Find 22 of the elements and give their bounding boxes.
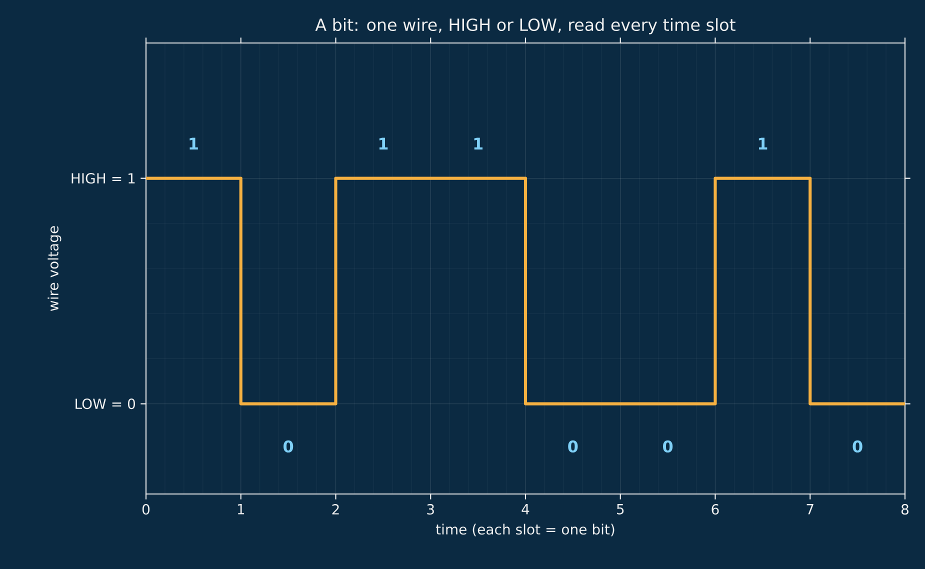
y-tick-label: HIGH = 1 <box>72 173 135 184</box>
x-axis-title: time (each slot = one bit) <box>436 524 614 536</box>
y-tick-label: LOW = 0 <box>76 398 136 410</box>
annotation: 0 <box>663 440 673 453</box>
y-axis-title: wire voltage <box>48 226 62 311</box>
x-tick-label: 8 <box>901 504 908 515</box>
x-tick-label: 1 <box>238 504 244 514</box>
x-tick-label: 6 <box>712 504 719 515</box>
x-tick-label: 0 <box>142 504 150 515</box>
x-tick-label: 2 <box>332 504 339 514</box>
x-tick-label: 3 <box>427 504 434 515</box>
x-tick-label: 5 <box>617 504 624 514</box>
annotation: 0 <box>568 440 578 453</box>
chart-title: A bit: one wire, HIGH or LOW, read every time slot <box>315 18 736 34</box>
x-tick-label: 7 <box>806 504 814 514</box>
annotation: 1 <box>379 138 388 150</box>
annotation: 1 <box>190 138 198 150</box>
annotation: 0 <box>852 440 862 453</box>
x-tick-label: 4 <box>522 504 530 514</box>
annotation: 0 <box>284 440 294 453</box>
annotation: 1 <box>758 138 768 150</box>
annotation: 1 <box>474 138 483 150</box>
